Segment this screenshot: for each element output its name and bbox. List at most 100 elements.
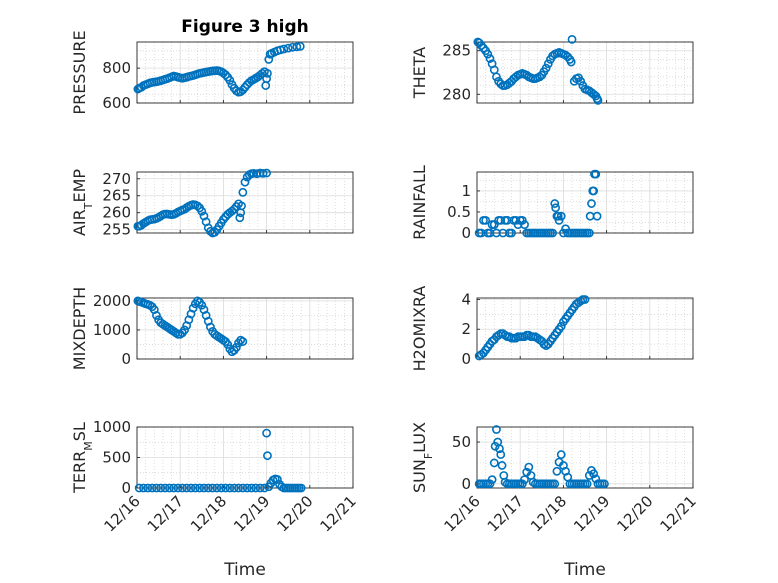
data-point (556, 211, 566, 221)
data-point (206, 322, 215, 332)
y-axis-label: MIXDEPTH (70, 287, 89, 370)
y-axis-label: AIRTEMP (70, 169, 95, 236)
data-point (238, 187, 248, 197)
y-tick-label: 500 (102, 449, 131, 467)
y-axis-label: TERRMSL (70, 422, 95, 494)
data-point (589, 186, 599, 196)
data-point (197, 300, 207, 310)
data-point (517, 215, 527, 225)
y-tick-label: 50 (452, 433, 471, 451)
data-point (591, 169, 601, 179)
data-point (543, 59, 553, 69)
y-tick-label: 4 (461, 290, 471, 308)
data-point (221, 70, 230, 80)
y-tick-label: 265 (102, 187, 131, 205)
y-axis-label: SUNFLUX (410, 422, 435, 493)
data-point (584, 471, 594, 480)
x-tick-label: 12/17 (484, 492, 527, 535)
data-point (136, 82, 146, 92)
y-tick-label: 1000 (93, 321, 131, 339)
y-tick-label: 0 (461, 475, 471, 493)
data-point (255, 483, 265, 493)
data-point (156, 483, 166, 493)
data-point (188, 303, 198, 313)
y-axis-label: H2OMIXRA (410, 286, 429, 372)
data-point (587, 199, 596, 208)
data-point (566, 57, 576, 67)
y-tick-label: 0 (461, 350, 471, 368)
x-axis-label: Time (223, 560, 266, 580)
data-point (229, 483, 239, 493)
data-point (600, 479, 609, 489)
data-point (591, 474, 601, 484)
data-point (258, 168, 268, 178)
data-point (139, 483, 148, 493)
axes-box (476, 297, 694, 360)
x-tick-label: 12/18 (187, 492, 230, 535)
data-point (152, 483, 161, 493)
data-point (231, 342, 241, 352)
data-point (496, 450, 506, 459)
data-point (223, 340, 233, 349)
x-tick-label: 12/21 (317, 492, 360, 535)
data-point (497, 461, 507, 470)
axes-box (136, 41, 354, 104)
x-tick-label: 12/18 (527, 492, 570, 535)
data-point (235, 213, 245, 223)
data-point (199, 483, 209, 493)
y-tick-label: 1 (461, 182, 471, 200)
data-point (520, 220, 529, 229)
data-point (237, 201, 246, 211)
data-point (262, 74, 271, 83)
data-point (582, 479, 592, 489)
data-point (177, 483, 187, 493)
data-point (489, 458, 499, 468)
data-point (517, 479, 527, 489)
x-tick-label: 12/16 (441, 492, 484, 535)
data-point (554, 215, 564, 225)
subplot-theta: 280 285 THETA (410, 34, 694, 105)
subplot-terr-msl: 0 500 1000 12/16 12/17 12/18 12/19 12/20 12/21 TE… (70, 418, 360, 580)
data-point (550, 199, 560, 208)
y-tick-label: 270 (102, 170, 131, 188)
data-point (143, 483, 153, 493)
data-point (485, 54, 495, 63)
y-tick-label: 280 (442, 85, 471, 103)
x-tick-label: 12/19 (570, 492, 613, 535)
y-tick-label: 0 (461, 224, 471, 242)
data-point (247, 483, 256, 493)
x-tick-label: 12/21 (657, 492, 700, 535)
x-axis-label: Time (563, 560, 606, 580)
data-point (593, 95, 603, 105)
data-point (492, 72, 501, 82)
data-point (580, 295, 590, 304)
data-point (263, 451, 272, 461)
data-point (160, 483, 170, 493)
data-point (292, 42, 302, 52)
y-tick-label: 285 (442, 42, 471, 60)
y-axis-label: RAINFALL (410, 165, 429, 240)
data-point (556, 321, 566, 331)
data-point (553, 211, 563, 221)
y-tick-label: 260 (102, 204, 131, 222)
y-tick-label: 0 (121, 479, 131, 497)
data-point (190, 483, 200, 493)
data-point (272, 475, 282, 484)
data-point (296, 483, 306, 493)
data-point (589, 469, 599, 479)
subplot-h2omixra: 0 2 4 H2OMIXRA (410, 286, 694, 372)
y-tick-label: 1000 (93, 418, 131, 436)
data-point (483, 49, 493, 59)
data-point (522, 70, 532, 80)
data-point (520, 475, 529, 485)
x-tick-label: 12/17 (144, 492, 187, 535)
data-point (225, 75, 235, 85)
axes-box (476, 426, 694, 489)
data-point (283, 43, 293, 53)
y-tick-label: 600 (102, 94, 131, 112)
data-point (238, 483, 248, 493)
x-tick-label: 12/16 (101, 492, 144, 535)
axes-box (136, 297, 354, 360)
